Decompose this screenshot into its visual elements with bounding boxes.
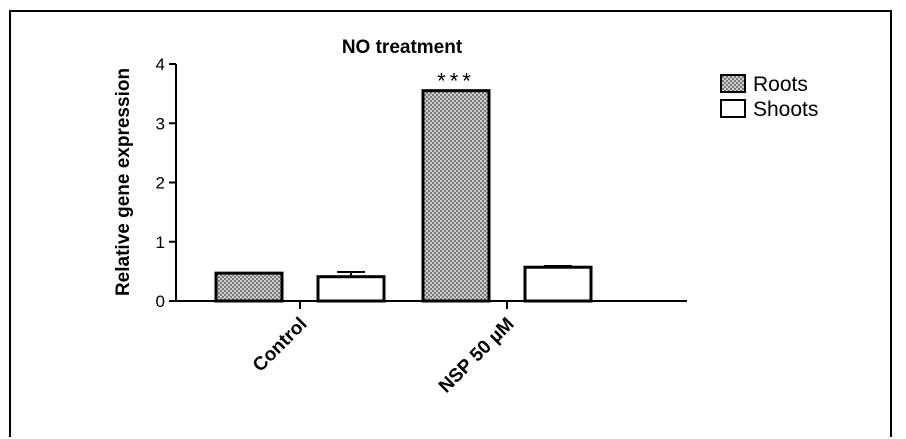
bar-roots-1 [421, 89, 491, 303]
chart-frame [9, 10, 892, 437]
y-tick-label-4: 4 [156, 55, 165, 74]
x-tick-label-0: Control [249, 314, 312, 377]
bar-roots-0 [214, 271, 284, 303]
significance-label-0: *** [437, 69, 475, 94]
y-axis-label: Relative gene expression [113, 68, 134, 296]
y-tick-label-3: 3 [156, 114, 165, 133]
x-tick-label-1: NSP 50 µM [435, 314, 519, 398]
y-tick-label-1: 1 [156, 233, 165, 252]
bar-shoots-0 [316, 275, 386, 303]
legend-label-roots: Roots [753, 73, 808, 96]
annotations-group: *** [437, 69, 475, 94]
legend-label-shoots: Shoots [753, 98, 818, 121]
x-axis-ticks: Control NSP 50 µM [249, 301, 519, 397]
y-tick-label-2: 2 [156, 174, 165, 193]
bars-group [214, 89, 593, 303]
y-axis-ticks: 0 1 2 3 4 [156, 55, 176, 311]
y-tick-label-0: 0 [156, 292, 165, 311]
legend-swatch-shoots [720, 99, 746, 118]
legend-swatch-roots [720, 74, 746, 93]
bar-shoots-1 [523, 265, 593, 303]
chart-title: NO treatment [342, 37, 463, 58]
